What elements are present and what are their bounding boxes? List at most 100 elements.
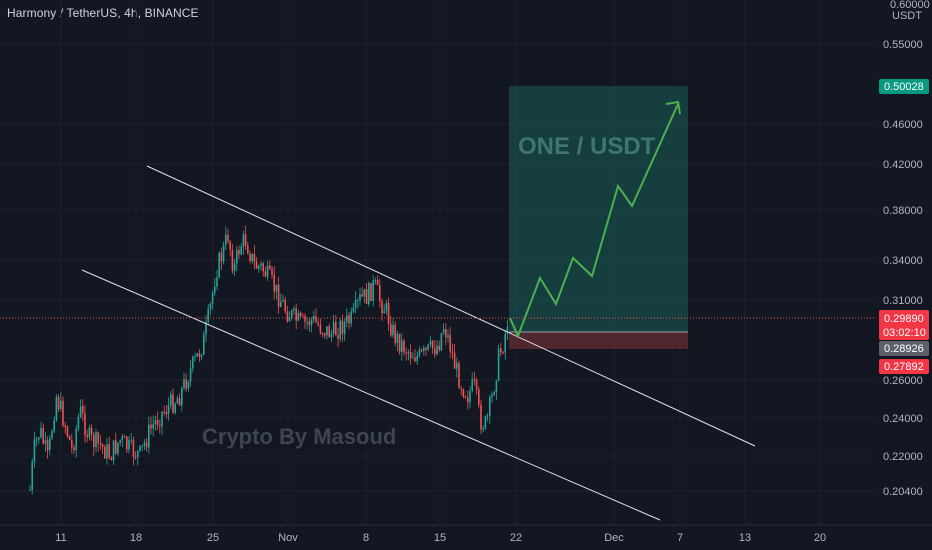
price-axis[interactable]: 0.60000 USDT 0.55000 0.46000 0.42000 0.3800… xyxy=(875,0,932,525)
candle-body xyxy=(258,265,260,269)
candle-body xyxy=(152,424,154,429)
channel-upper-line[interactable] xyxy=(146,165,756,447)
price-tick-label: 0.38000 xyxy=(883,205,923,217)
candle-body xyxy=(68,436,71,440)
candle-body xyxy=(473,379,476,381)
candle-body xyxy=(489,396,491,416)
candle-body xyxy=(363,289,366,297)
candle-body xyxy=(79,406,82,417)
candle-body xyxy=(376,280,379,286)
candle-body xyxy=(475,379,478,390)
last-price-value: 0.29890 xyxy=(884,313,924,325)
channel-lower-line[interactable] xyxy=(81,269,661,521)
candle-body xyxy=(99,442,102,445)
candle-body xyxy=(148,424,150,448)
candle-body xyxy=(482,428,484,430)
candle-body xyxy=(302,315,304,317)
candle-body xyxy=(383,310,385,314)
candle-body xyxy=(284,300,286,312)
candle-body xyxy=(275,284,278,292)
candle-body xyxy=(71,439,73,448)
projection-path[interactable] xyxy=(509,103,679,339)
stop-zone[interactable] xyxy=(509,332,688,349)
candle-body xyxy=(222,244,225,262)
candle-body xyxy=(200,354,203,357)
candle-body xyxy=(145,442,148,448)
candle-body xyxy=(308,321,311,326)
candle-body xyxy=(328,326,330,338)
entry-price-value: 0.28926 xyxy=(884,343,924,355)
candle-body xyxy=(299,312,302,316)
candle-body xyxy=(64,425,66,427)
candle-body xyxy=(286,311,289,322)
candle-body xyxy=(183,379,185,389)
candle-body xyxy=(46,440,49,451)
candle-body xyxy=(407,351,410,354)
candle-body xyxy=(209,303,212,309)
time-tick-label: 22 xyxy=(510,532,522,544)
time-tick-label: 11 xyxy=(55,532,66,544)
candle-body xyxy=(332,321,335,334)
candle-body xyxy=(77,416,80,429)
candle-body xyxy=(440,333,443,351)
candle-body xyxy=(346,315,348,322)
candle-body xyxy=(486,415,489,417)
price-axis-top-label: 0.60000 xyxy=(890,0,930,11)
candle-body xyxy=(255,261,258,269)
candle-body xyxy=(251,253,253,262)
candle-body xyxy=(40,427,42,438)
candle-body xyxy=(123,436,126,438)
candle-body xyxy=(359,294,361,300)
time-tick-label: Dec xyxy=(604,532,624,544)
candle-body xyxy=(95,432,97,448)
candle-body xyxy=(262,263,264,272)
candle-body xyxy=(405,352,407,354)
price-tick-label: 0.20400 xyxy=(883,486,923,498)
candle-body xyxy=(418,349,421,356)
candle-body xyxy=(462,389,465,397)
candle-body xyxy=(60,400,62,410)
candle-body xyxy=(247,245,249,254)
candle-body xyxy=(134,456,137,458)
candle-body xyxy=(161,411,163,427)
candle-body xyxy=(326,326,328,336)
candle-body xyxy=(458,363,460,389)
candle-body xyxy=(390,323,392,336)
candle-body xyxy=(368,283,370,304)
candle-body xyxy=(104,446,106,459)
candle-body xyxy=(370,283,372,301)
candle-body xyxy=(181,388,183,406)
candle-body xyxy=(106,444,108,459)
candle-body xyxy=(464,396,467,398)
target-zone[interactable] xyxy=(509,86,688,332)
candle-body xyxy=(242,234,245,247)
candle-body xyxy=(343,321,346,334)
candle-body xyxy=(165,412,168,415)
candle-body xyxy=(86,435,88,438)
candle-body xyxy=(409,351,412,358)
candle-body xyxy=(110,457,113,461)
candle-body xyxy=(220,252,223,262)
candlestick-series[interactable] xyxy=(29,225,509,495)
candle-body xyxy=(225,234,227,245)
time-tick-label: 13 xyxy=(739,532,751,544)
candle-body xyxy=(163,411,165,413)
candle-countdown: 03:02:10 xyxy=(883,327,926,339)
candle-body xyxy=(214,286,216,293)
candle-body xyxy=(112,440,115,461)
candle-body xyxy=(249,253,251,262)
candle-body xyxy=(460,388,462,390)
candle-body xyxy=(273,274,275,292)
price-tick-label: 0.26000 xyxy=(883,375,923,387)
candle-body xyxy=(291,310,293,318)
candle-body xyxy=(313,316,315,320)
candle-body xyxy=(178,398,181,406)
candle-body xyxy=(354,300,357,308)
time-axis[interactable]: 11 18 25 Nov 8 15 22 Dec 7 13 20 xyxy=(0,524,932,550)
candle-body xyxy=(185,379,187,389)
stop-price-badge: 0.27892 xyxy=(879,359,929,374)
candle-body xyxy=(156,420,159,425)
candle-body xyxy=(170,394,172,406)
price-tick-label: 0.24000 xyxy=(883,413,923,425)
